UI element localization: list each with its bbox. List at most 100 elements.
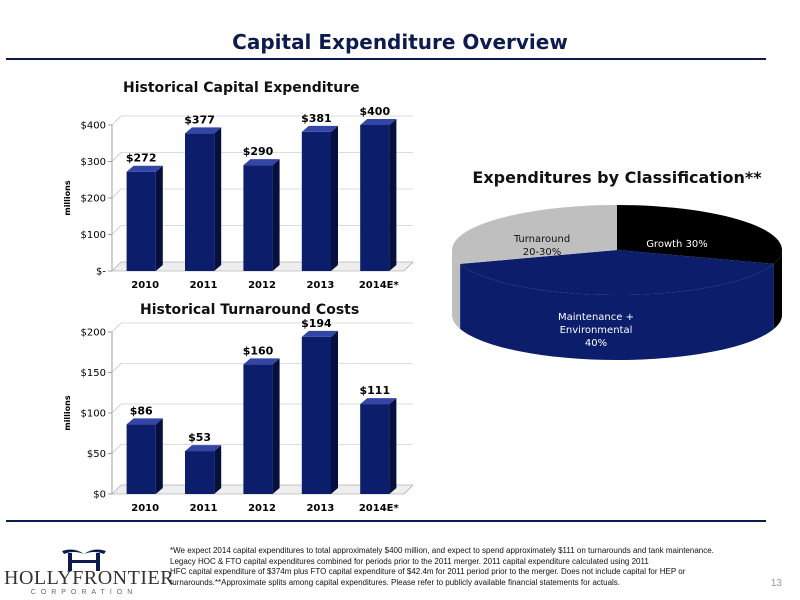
- capex-xtick-label: 2011: [190, 280, 218, 291]
- capex-xtick-label: 2010: [131, 280, 159, 291]
- pie-slice-2: [452, 205, 617, 264]
- turnaround-bar-2013: [301, 336, 331, 494]
- pie-slice-label: Environmental: [560, 325, 633, 336]
- turnaround-data-label: $160: [243, 344, 274, 357]
- turnaround-data-label: $111: [359, 384, 390, 397]
- turnaround-gridline-side: [111, 444, 122, 454]
- pie-slice-label: 40%: [585, 338, 607, 349]
- turnaround-bar-side: [214, 445, 222, 494]
- turnaround-bar-top: [301, 330, 338, 337]
- capex-bar-2011: [185, 133, 215, 271]
- turnaround-bar-top: [243, 358, 280, 365]
- pie-wall: [452, 250, 461, 329]
- footnote: *We expect 2014 capital expenditures to …: [170, 546, 780, 588]
- footnote-line: HFC capital expenditure of $374m plus FT…: [170, 567, 686, 576]
- capex-ytick-label: $400: [81, 121, 106, 132]
- turnaround-xtick-label: 2013: [306, 503, 334, 514]
- capex-data-label: $381: [301, 112, 332, 125]
- capex-xtick-label: 2012: [248, 280, 276, 291]
- capex-gridline-side: [111, 261, 122, 272]
- pie-wall: [773, 250, 782, 329]
- turnaround-bar-2012: [243, 364, 273, 494]
- capex-data-label: $377: [184, 113, 215, 126]
- turnaround-xtick-label: 2010: [131, 503, 159, 514]
- turnaround-bar-2014E*: [360, 404, 390, 494]
- pie-slice-label: Turnaround: [513, 234, 570, 245]
- pie-wall: [460, 263, 774, 360]
- capex-xtick-label: 2014E*: [359, 280, 400, 291]
- turnaround-xtick-label: 2012: [248, 503, 276, 514]
- capex-bar-2013: [301, 131, 331, 271]
- pie-slice-label: 20-30%: [523, 247, 562, 258]
- capex-gridline-side: [111, 188, 122, 199]
- capex-title: Historical Capital Expenditure: [123, 80, 360, 96]
- turnaround-bar-side: [155, 418, 163, 494]
- turnaround-bar-side: [331, 330, 338, 494]
- footnote-line: *We expect 2014 capital expenditures to …: [170, 546, 714, 555]
- turnaround-ytick-label: $50: [87, 449, 106, 460]
- capex-ytick-label: $300: [81, 157, 106, 168]
- capex-ytick-label: $-: [96, 267, 106, 278]
- capex-bar-2014E*: [360, 125, 390, 271]
- capex-bar-side: [155, 165, 163, 271]
- turnaround-xtick-label: 2014E*: [359, 503, 400, 514]
- logo-wordmark: HOLLYFRONTIER: [4, 567, 175, 589]
- capex-data-label: $290: [243, 145, 274, 158]
- capex-ytick-label: $100: [81, 230, 106, 241]
- capex-bar-top: [301, 125, 338, 132]
- logo-subtitle: CORPORATION: [30, 589, 138, 596]
- logo-mark-icon: [62, 549, 106, 571]
- capex-gridline-side: [111, 152, 122, 162]
- turnaround-bar-top: [360, 398, 397, 405]
- page-number: 13: [770, 578, 782, 589]
- turnaround-bar-top: [185, 445, 222, 452]
- footnote-line: Legacy HOC & FTO capital expenditures co…: [170, 556, 649, 566]
- turnaround-bar-2010: [126, 424, 156, 494]
- capex-bar-top: [126, 165, 163, 172]
- turnaround-ytick-label: $150: [81, 368, 106, 379]
- capex-gridline-side: [111, 225, 122, 235]
- company-logo: HOLLYFRONTIER CORPORATION: [4, 545, 175, 600]
- footer-rule: [6, 520, 766, 522]
- capex-data-label: $272: [126, 152, 157, 165]
- capex-data-label: $400: [359, 105, 390, 118]
- capex-gridline-side: [111, 115, 122, 126]
- turnaround-data-label: $53: [188, 431, 211, 444]
- turnaround-bar-side: [272, 358, 280, 494]
- turnaround-data-label: $194: [301, 317, 332, 330]
- pie-slice-0: [617, 205, 782, 264]
- capex-bar-top: [360, 119, 397, 125]
- turnaround-gridline-side: [111, 363, 122, 373]
- turnaround-bar-side: [389, 398, 397, 494]
- title-rule: [6, 58, 766, 60]
- pie-title: Expenditures by Classification**: [472, 168, 762, 187]
- capex-bar-side: [214, 127, 222, 272]
- capex-bar-top: [185, 127, 222, 134]
- pie-slice-label: Maintenance +: [558, 312, 634, 323]
- turnaround-ytick-label: $100: [81, 409, 106, 420]
- capex-bar-2012: [243, 165, 273, 271]
- capex-xtick-label: 2013: [306, 280, 334, 291]
- pie-slice-label: Growth 30%: [646, 239, 708, 250]
- turnaround-ytick-label: $200: [81, 328, 106, 339]
- turnaround-ytick-label: $0: [93, 490, 106, 501]
- capex-bar-side: [272, 159, 280, 271]
- footnote-line: turnarounds.**Approximate splits among c…: [170, 577, 621, 587]
- turnaround-title: Historical Turnaround Costs: [140, 302, 359, 318]
- capex-y-axis-label: millions: [63, 180, 72, 215]
- turnaround-gridline-side: [111, 322, 122, 333]
- turnaround-bar-2011: [185, 451, 215, 494]
- turnaround-gridline-side: [111, 484, 122, 495]
- turnaround-xtick-label: 2011: [190, 503, 218, 514]
- capex-bar-side: [389, 119, 397, 271]
- turnaround-y-axis-label: millions: [63, 395, 72, 430]
- pie-slice-1: [460, 250, 774, 295]
- page-title: Capital Expenditure Overview: [232, 30, 568, 54]
- capex-ytick-label: $200: [81, 194, 106, 205]
- capex-bar-2010: [126, 171, 156, 271]
- turnaround-data-label: $86: [130, 404, 153, 417]
- capex-bar-side: [331, 125, 338, 271]
